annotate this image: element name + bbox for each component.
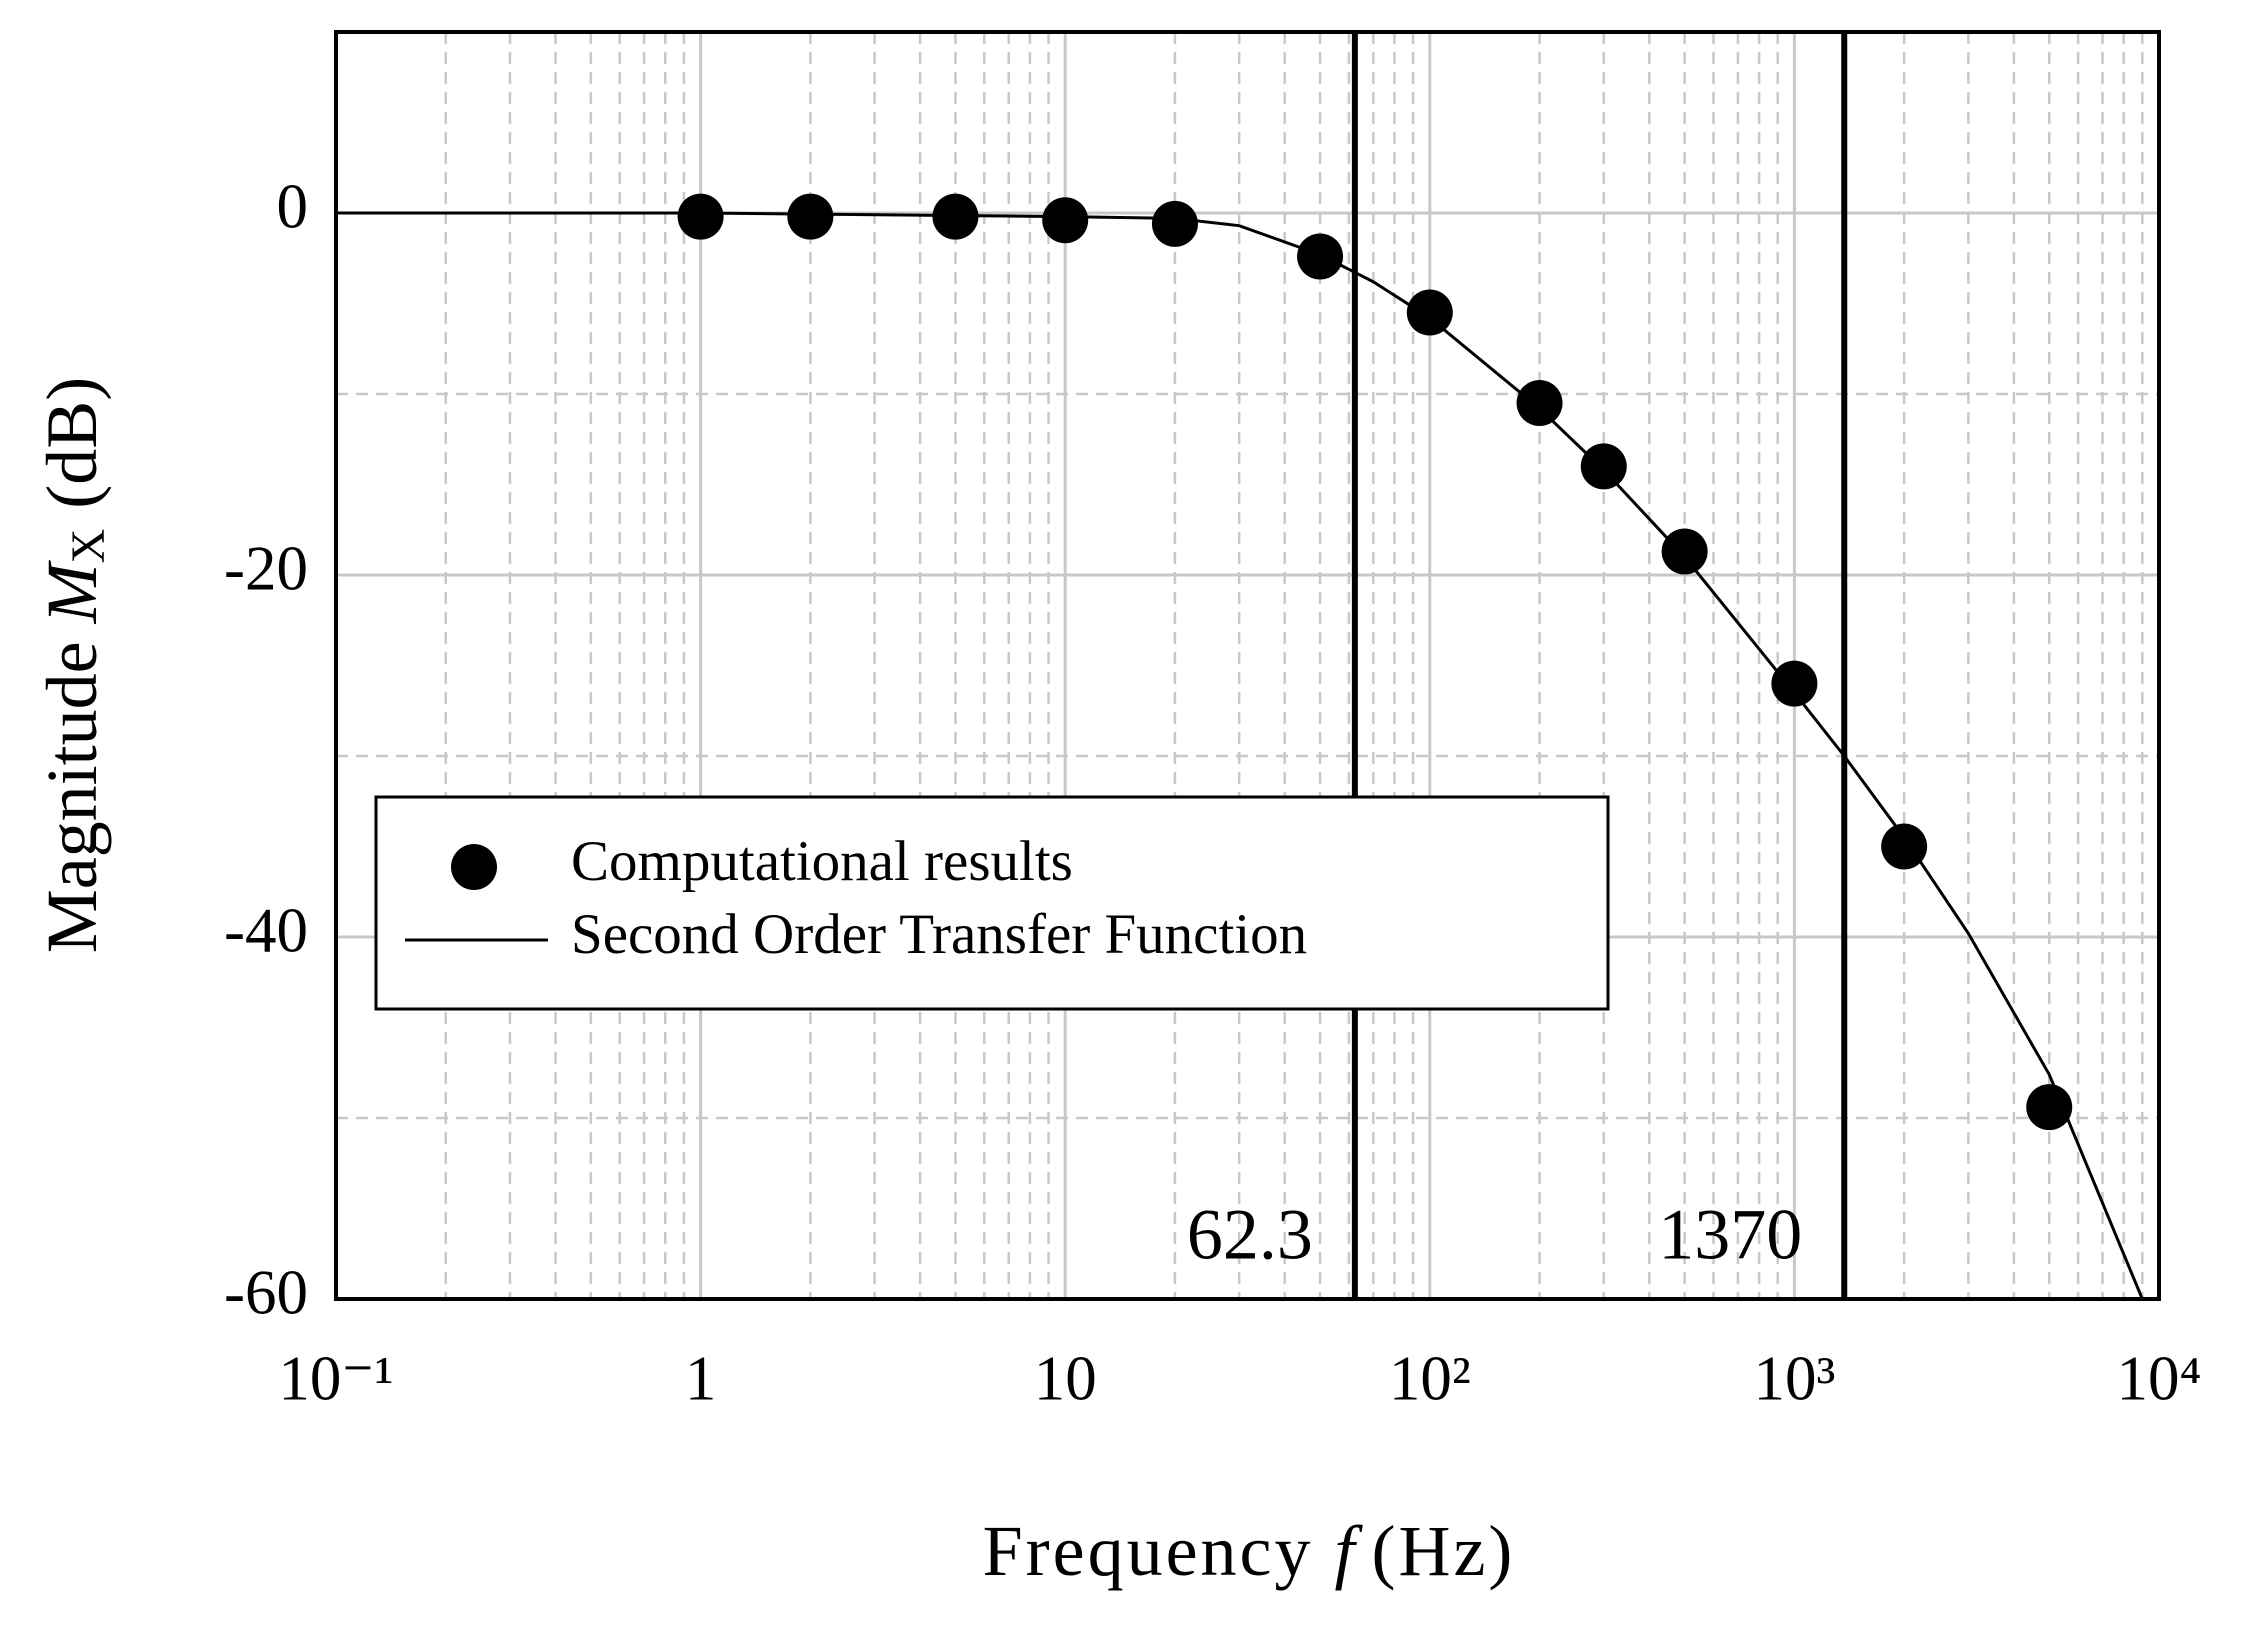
data-point	[2026, 1084, 2073, 1131]
y-title-unit: (dB)	[32, 377, 112, 509]
legend-marker	[451, 844, 497, 890]
legend-label: Second Order Transfer Function	[571, 903, 1307, 966]
data-point	[1516, 380, 1563, 427]
data-point	[1580, 443, 1627, 490]
data-point	[1406, 289, 1453, 336]
data-point	[1297, 233, 1344, 280]
plot-area	[336, 32, 2144, 1300]
x-tick-label: 10⁻¹	[278, 1343, 393, 1413]
series-line	[336, 211, 2144, 1300]
y-tick-label: -60	[224, 1257, 308, 1327]
y-tick-label: -20	[224, 533, 308, 603]
y-title-text: Magnitude	[32, 623, 112, 953]
data-point	[677, 193, 724, 240]
reference-label: 62.3	[1187, 1195, 1313, 1275]
data-point	[1151, 200, 1198, 247]
x-tick-label: 10³	[1753, 1343, 1835, 1413]
y-title-var: M	[32, 559, 112, 624]
y-axis-title: Magnitude MX (dB)	[32, 377, 116, 954]
data-point	[1042, 197, 1089, 244]
x-tick-label: 10	[1034, 1343, 1097, 1413]
x-tick-label: 10²	[1389, 1343, 1471, 1413]
y-tick-label: 0	[277, 171, 309, 241]
data-point	[1661, 528, 1708, 575]
data-point	[1881, 823, 1928, 870]
y-title-sub: X	[62, 529, 115, 564]
plot-frame	[334, 30, 2161, 1301]
x-axis-title: Frequency f (Hz)	[983, 1511, 1516, 1591]
legend: Computational results Second Order Transf…	[374, 795, 1610, 1011]
data-point	[1771, 660, 1818, 707]
reference-label: 1370	[1658, 1195, 1802, 1275]
legend-label: Computational results	[571, 830, 1073, 893]
y-tick-label: -40	[224, 895, 308, 965]
legend-box	[374, 795, 1610, 1011]
x-tick-label: 10⁴	[2117, 1343, 2202, 1413]
x-title-unit: (Hz)	[1372, 1511, 1516, 1591]
x-title-text: Frequency	[983, 1511, 1335, 1591]
x-title-var: f	[1334, 1511, 1363, 1591]
x-tick-label: 1	[685, 1343, 717, 1413]
data-point	[787, 193, 834, 240]
